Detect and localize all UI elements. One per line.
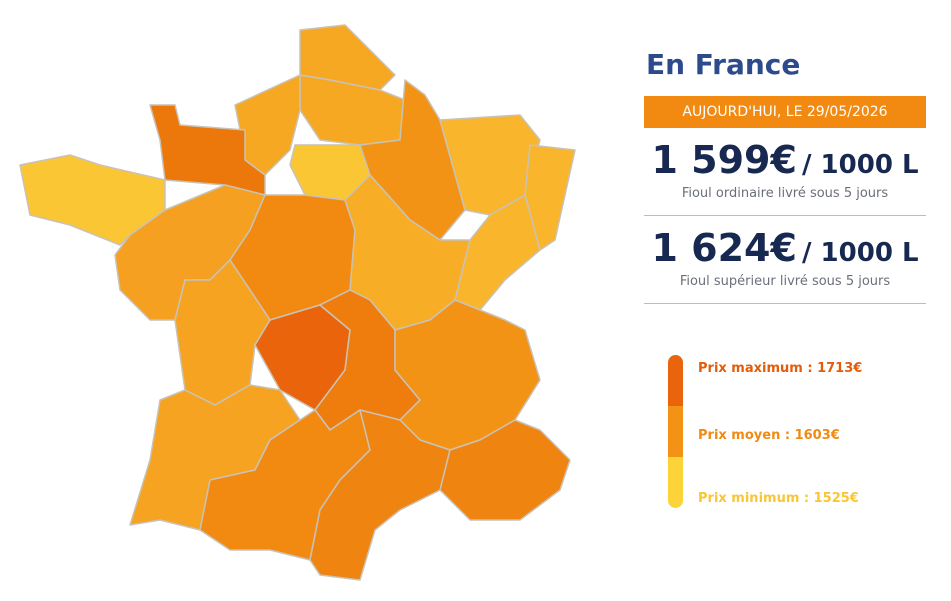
- title: En France: [646, 48, 801, 81]
- legend-label: Prix minimum : 1525€: [698, 491, 859, 506]
- offer: 1 624€ / 1000 L Fioul supérieur livré so…: [644, 216, 926, 304]
- description: Fioul ordinaire livré sous 5 jours: [681, 186, 889, 201]
- price: 1 624€: [651, 226, 797, 270]
- legend-label: Prix moyen : 1603€: [698, 428, 840, 443]
- region: [299, 74, 406, 146]
- region: [309, 409, 451, 581]
- price-panel: En France AUJOURD'HUI, LE 29/05/2026 1 5…: [640, 40, 930, 304]
- offer: 1 599€ / 1000 L Fioul ordinaire livré so…: [644, 128, 926, 216]
- date-badge: AUJOURD'HUI, LE 29/05/2026: [644, 96, 926, 128]
- unit: / 1000 L: [802, 238, 919, 268]
- legend: Prix maximum : 1713€ Prix moyen : 1603€ …: [668, 355, 928, 510]
- legend-label: Prix maximum : 1713€: [698, 361, 863, 376]
- region: [149, 104, 266, 196]
- price: 1 599€: [651, 138, 797, 182]
- region: [454, 194, 541, 311]
- france-map: [19, 24, 576, 581]
- unit: / 1000 L: [802, 150, 919, 180]
- legend-bar: [668, 355, 683, 508]
- region: [439, 419, 571, 521]
- region: [524, 144, 576, 251]
- description: Fioul supérieur livré sous 5 jours: [679, 274, 891, 289]
